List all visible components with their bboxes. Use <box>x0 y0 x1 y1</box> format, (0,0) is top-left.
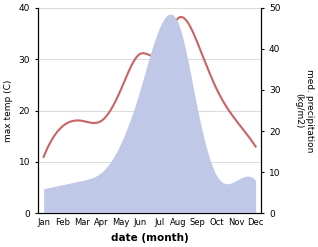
X-axis label: date (month): date (month) <box>111 233 189 243</box>
Y-axis label: max temp (C): max temp (C) <box>4 79 13 142</box>
Y-axis label: med. precipitation
(kg/m2): med. precipitation (kg/m2) <box>294 69 314 152</box>
